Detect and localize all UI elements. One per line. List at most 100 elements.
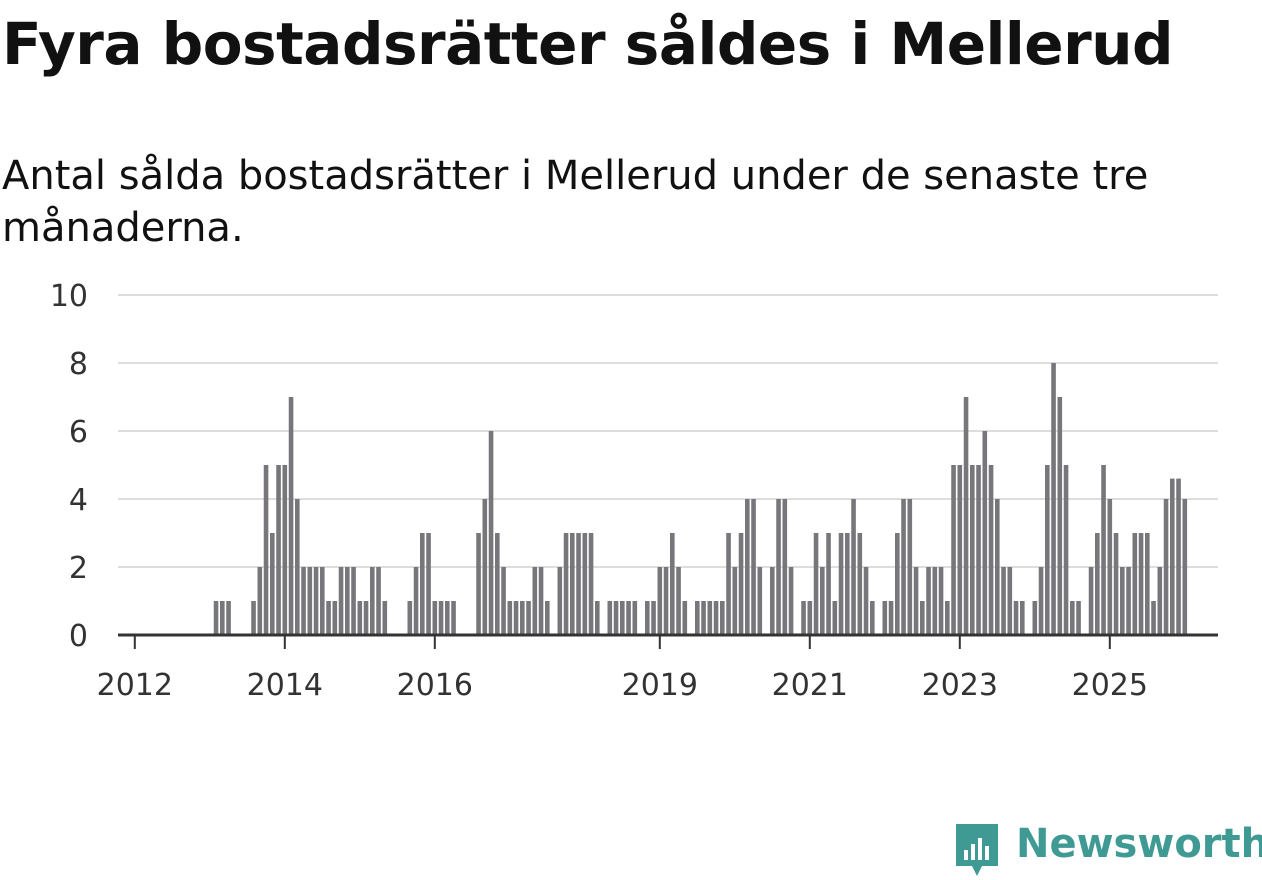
bar: [1076, 601, 1081, 635]
bar: [582, 533, 588, 635]
bar: [1145, 533, 1150, 635]
bar: [588, 533, 594, 635]
y-tick-label: 2: [69, 551, 88, 586]
bar: [1132, 533, 1138, 635]
bar: [576, 533, 581, 635]
bar: [826, 533, 831, 635]
bar: [788, 567, 794, 635]
bar: [320, 567, 325, 635]
bar: [863, 567, 869, 635]
bar: [213, 601, 219, 635]
bar: [888, 601, 894, 635]
bar: [626, 601, 631, 635]
bar: [1001, 567, 1006, 635]
bar: [838, 533, 844, 635]
bar: [745, 499, 750, 635]
bar: [932, 567, 938, 635]
bar: [307, 567, 313, 635]
bar: [770, 567, 775, 635]
bar: [1020, 601, 1025, 635]
bar: [513, 601, 519, 635]
bar: [482, 499, 488, 635]
bar: [695, 601, 700, 635]
bar: [370, 567, 375, 635]
y-axis-labels: 0 2 4 6 8 10: [50, 279, 88, 654]
bar-chart: 0 2 4 6 8 10 2012 2014 2016 2019 2021 2023 2025 4: [50, 279, 1218, 703]
bar: [645, 601, 650, 635]
bar: [832, 601, 838, 635]
bar: [1113, 533, 1119, 635]
bar: [257, 567, 263, 635]
bar: [995, 499, 1000, 635]
bar: [1157, 567, 1163, 635]
y-tick-label: 10: [50, 279, 88, 314]
bar: [1138, 533, 1144, 635]
bar: [857, 533, 863, 635]
y-tick-label: 8: [69, 347, 88, 382]
bar: [1151, 601, 1156, 635]
bar: [376, 567, 381, 635]
bar: [1182, 499, 1188, 635]
bar: [882, 601, 888, 635]
y-tick-label: 4: [69, 483, 88, 518]
bar: [1101, 465, 1106, 635]
bar: [895, 533, 900, 635]
bar: [776, 499, 781, 635]
bar: [251, 601, 256, 635]
bar: [445, 601, 450, 635]
bar: [1057, 397, 1063, 635]
bar: [382, 601, 388, 635]
x-tick-label: 2021: [772, 668, 848, 703]
bar: [1107, 499, 1113, 635]
bar: [282, 465, 288, 635]
x-tick-label: 2016: [397, 668, 473, 703]
bar: [520, 601, 525, 635]
bar: [1032, 601, 1038, 635]
bar: [1163, 499, 1169, 635]
bar: [945, 601, 950, 635]
bar: [1063, 465, 1069, 635]
bar: [682, 601, 688, 635]
bar: [870, 601, 875, 635]
brand-logo: Newsworthy: [952, 820, 1262, 880]
bar: [263, 465, 269, 635]
bar: [1007, 567, 1013, 635]
bar: [1051, 363, 1056, 635]
y-tick-label: 6: [69, 415, 88, 450]
bar: [538, 567, 544, 635]
bar: [613, 601, 619, 635]
bar: [813, 533, 819, 635]
bar: [651, 601, 656, 635]
bar: [1126, 567, 1131, 635]
bar: [570, 533, 575, 635]
bar: [663, 567, 669, 635]
bar: [951, 465, 956, 635]
bar: [807, 601, 813, 635]
bar: [595, 601, 600, 635]
bar: [751, 499, 756, 635]
bar: [357, 601, 363, 635]
brand-name: Newsworthy: [1016, 821, 1262, 867]
bar: [545, 601, 550, 635]
bar: [1095, 533, 1100, 635]
bar: [1070, 601, 1075, 635]
bar: [845, 533, 850, 635]
bar: [332, 601, 338, 635]
bar: [363, 601, 369, 635]
bar: [326, 601, 331, 635]
bar: [726, 533, 731, 635]
bar: [720, 601, 725, 635]
x-tick-label: 2025: [1072, 668, 1148, 703]
bar: [226, 601, 231, 635]
bar: [1176, 478, 1181, 635]
bar: [926, 567, 931, 635]
bar: [507, 601, 513, 635]
x-axis: 2012 2014 2016 2019 2021 2023 2025: [97, 633, 1218, 703]
bar: [982, 431, 988, 635]
chart-title: Fyra bostadsrätter såldes i Mellerud: [2, 10, 1174, 78]
bar: [270, 533, 275, 635]
bar: [920, 601, 925, 635]
bar: [563, 533, 569, 635]
bar: [670, 533, 675, 635]
bar: [676, 567, 681, 635]
